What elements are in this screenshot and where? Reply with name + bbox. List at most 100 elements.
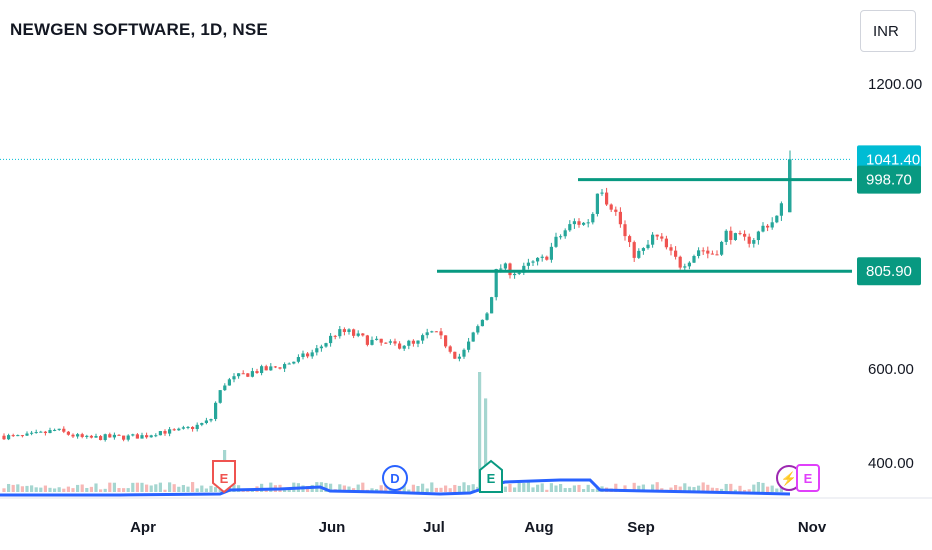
candle-body bbox=[172, 429, 176, 431]
candle-body bbox=[76, 434, 80, 437]
volume-bar bbox=[439, 487, 443, 492]
candle-body bbox=[715, 254, 719, 256]
candle-body bbox=[664, 238, 668, 248]
volume-bar bbox=[591, 488, 595, 492]
volume-bar bbox=[43, 485, 47, 492]
volume-bar bbox=[471, 484, 475, 492]
volume-bar bbox=[770, 485, 774, 492]
volume-bar bbox=[66, 486, 70, 492]
candle-body bbox=[126, 435, 130, 440]
candle-body bbox=[149, 435, 153, 438]
earnings-marker-upcoming[interactable]: E bbox=[796, 464, 820, 492]
volume-bar bbox=[715, 488, 719, 492]
candle-body bbox=[416, 340, 420, 344]
candle-body bbox=[2, 435, 6, 440]
candle-body bbox=[71, 434, 75, 437]
split-marker[interactable]: ⚡ bbox=[776, 465, 802, 491]
candle-body bbox=[462, 349, 466, 357]
candle-body bbox=[683, 266, 687, 268]
volume-bar bbox=[112, 482, 116, 492]
volume-ma-line bbox=[0, 478, 791, 497]
candle-body bbox=[738, 233, 742, 235]
candle-body bbox=[531, 261, 535, 263]
volume-bar bbox=[720, 488, 724, 492]
volume-bar bbox=[517, 482, 521, 492]
candle-body bbox=[582, 222, 586, 225]
candle-body bbox=[356, 333, 360, 336]
dividend-marker[interactable]: D bbox=[382, 465, 408, 491]
volume-bar bbox=[724, 483, 728, 492]
candle-body bbox=[513, 273, 517, 276]
volume-bar bbox=[430, 482, 434, 492]
volume-bar bbox=[140, 482, 144, 492]
volume-bar bbox=[200, 485, 204, 492]
volume-bar bbox=[191, 482, 195, 492]
candle-body bbox=[692, 256, 696, 263]
volume-bar bbox=[434, 487, 438, 492]
candle-body bbox=[278, 367, 282, 369]
candle-body bbox=[53, 429, 57, 431]
candle-body bbox=[586, 222, 590, 224]
currency-button[interactable]: INR bbox=[860, 10, 916, 52]
candle-body bbox=[411, 340, 415, 344]
candle-body bbox=[200, 423, 204, 425]
candle-body bbox=[439, 331, 443, 336]
candle-body bbox=[223, 385, 227, 391]
candle-body bbox=[549, 246, 553, 260]
x-tick-jul: Jul bbox=[423, 519, 445, 536]
candle-body bbox=[674, 250, 678, 257]
volume-bar bbox=[448, 488, 452, 492]
candle-body bbox=[34, 432, 38, 434]
candle-body bbox=[103, 434, 107, 441]
candle-body bbox=[761, 225, 765, 232]
volume-bar bbox=[172, 484, 176, 492]
volume-bar bbox=[738, 485, 742, 492]
volume-bar bbox=[76, 484, 80, 492]
candle-body bbox=[577, 221, 581, 225]
volume-bar bbox=[411, 484, 415, 492]
level-badge-bg bbox=[857, 165, 921, 194]
candle-body bbox=[342, 329, 346, 332]
candle-body bbox=[467, 341, 471, 350]
earnings-marker-past[interactable]: E bbox=[212, 460, 236, 494]
volume-bar bbox=[370, 488, 374, 492]
candle-body bbox=[614, 209, 618, 212]
candle-body bbox=[250, 371, 254, 377]
candle-body bbox=[687, 262, 691, 267]
level-badge-label: 805.90 bbox=[866, 263, 912, 280]
candle-body bbox=[655, 234, 659, 237]
y-tick-label: 600.00 bbox=[868, 361, 914, 378]
candle-body bbox=[623, 224, 627, 237]
volume-bar bbox=[204, 488, 208, 492]
volume-bar bbox=[706, 484, 710, 492]
volume-bar bbox=[733, 489, 737, 492]
volume-bar bbox=[126, 488, 130, 492]
candle-body bbox=[319, 346, 323, 349]
candle-body bbox=[296, 357, 300, 362]
candle-body bbox=[536, 257, 540, 262]
earnings-marker-recent[interactable]: E bbox=[479, 459, 503, 493]
volume-bar bbox=[103, 488, 107, 492]
candle-body bbox=[43, 431, 47, 434]
candle-body bbox=[618, 211, 622, 225]
volume-bar bbox=[467, 485, 471, 492]
candle-body bbox=[388, 341, 392, 343]
candle-body bbox=[352, 329, 356, 336]
candle-body bbox=[365, 335, 369, 345]
candle-body bbox=[214, 402, 218, 420]
candle-body bbox=[122, 435, 126, 440]
candle-body bbox=[7, 435, 11, 440]
volume-bar bbox=[747, 489, 751, 492]
volume-bar bbox=[637, 485, 641, 492]
candle-body bbox=[434, 331, 438, 333]
candle-body bbox=[57, 428, 61, 430]
candle-body bbox=[476, 326, 480, 333]
candle-body bbox=[237, 373, 241, 377]
level-badge-bg bbox=[857, 257, 921, 286]
candle-body bbox=[227, 379, 231, 386]
candle-body bbox=[66, 431, 70, 435]
volume-bar bbox=[425, 488, 429, 492]
volume-bar bbox=[651, 484, 655, 492]
candle-body bbox=[448, 346, 452, 352]
